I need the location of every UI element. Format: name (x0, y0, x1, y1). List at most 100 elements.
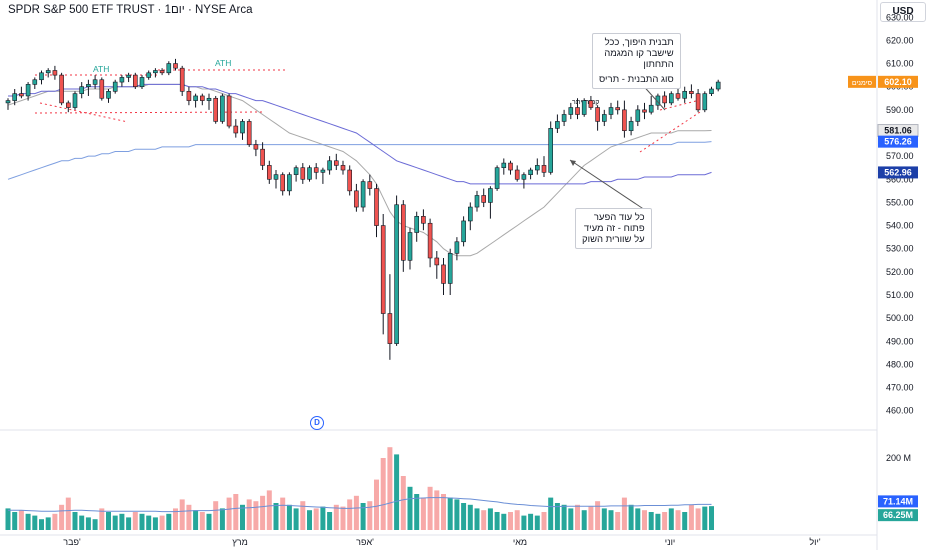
note-pattern[interactable]: תבנית היפוך, ככל שישבר קו המגמה התחתון ס… (592, 33, 681, 89)
currency-button[interactable]: USD (880, 2, 926, 22)
candle-body (548, 128, 554, 173)
candle (447, 248, 453, 296)
candle-body (427, 222, 433, 259)
x-tick-label: אפר' (356, 537, 374, 547)
volume-bar (454, 499, 460, 530)
candle-body (19, 93, 24, 97)
candle (72, 91, 78, 110)
volume-bar (360, 503, 366, 530)
candle-body (715, 81, 721, 90)
volume-bar (595, 501, 601, 530)
candle (682, 86, 688, 103)
candle (622, 100, 627, 138)
candle (166, 61, 172, 76)
volume-bar (528, 513, 534, 530)
candle-body (313, 167, 319, 173)
note-gap[interactable]: כל עוד הפער פתוח - זה מעיד על שוורית השו… (575, 208, 652, 249)
candle (5, 98, 11, 110)
ma-gray-badge: 581.06 (884, 126, 912, 136)
volume-bar (18, 510, 24, 530)
candle (501, 158, 507, 175)
candle-body (153, 70, 158, 74)
volume-bar (400, 476, 406, 530)
candle (635, 105, 641, 127)
x-tick-label: פבר' (63, 537, 81, 547)
candle-body (193, 95, 198, 101)
candle (340, 160, 346, 175)
candle-body (595, 107, 600, 122)
volume-bar (380, 458, 386, 530)
candle (133, 72, 138, 90)
candle (106, 89, 111, 103)
volume-bar (119, 513, 125, 530)
candle-body (608, 107, 614, 115)
candle-body (307, 167, 312, 180)
candle-body (146, 72, 151, 78)
candle-body (327, 160, 332, 171)
candle-body (12, 93, 17, 101)
candle-body (266, 165, 272, 180)
volume-bar (588, 506, 594, 530)
ma-light-blue-badge-box (878, 135, 918, 148)
volume-bar (320, 506, 326, 530)
volume-bar (682, 512, 688, 530)
candle (39, 70, 44, 85)
volume-bar (709, 506, 714, 530)
candle (354, 183, 359, 212)
candle-body (501, 162, 507, 169)
volume-bar (353, 495, 359, 530)
volume-bar (99, 508, 105, 530)
candle (213, 95, 218, 124)
volume-bar (219, 508, 225, 530)
y-tick-label: 460.00 (886, 406, 914, 416)
volume-axis-label: 200 M (886, 453, 911, 463)
candle-body (374, 188, 379, 226)
candle (374, 183, 379, 238)
candle-body (642, 109, 647, 113)
volume-bar (132, 512, 138, 530)
candle-body (166, 63, 172, 74)
dividend-marker[interactable]: D (310, 416, 324, 430)
ma-light-blue-badge: 576.26 (884, 137, 912, 147)
candle-body (133, 74, 138, 87)
candle (514, 165, 520, 182)
candle (146, 70, 151, 80)
candle-body (159, 70, 165, 74)
candle (541, 156, 547, 177)
volume-bar (213, 501, 219, 530)
candle-body (99, 79, 105, 99)
candle-body (474, 195, 480, 208)
candle (561, 109, 567, 127)
candle (99, 77, 105, 101)
y-tick-label: 610.00 (886, 59, 914, 69)
candle-body (421, 216, 426, 224)
candle-body (333, 160, 339, 166)
candle-body (447, 253, 453, 284)
candle (601, 109, 607, 127)
candle-body (186, 91, 192, 101)
candle-body (514, 169, 520, 180)
candle (568, 102, 574, 120)
y-tick-label: 500.00 (886, 313, 914, 323)
candle-body (555, 121, 560, 129)
y-tick-label: 510.00 (886, 290, 914, 300)
candle-body (347, 169, 353, 192)
candle (467, 202, 473, 231)
candle-body (79, 86, 84, 94)
candle (367, 174, 373, 196)
volume-bar (186, 504, 192, 530)
candle-body (622, 109, 627, 131)
volume-bar (501, 513, 507, 530)
note-pattern-line-4: סוג התבנית - תריס (599, 74, 674, 85)
volume-bar (25, 513, 31, 530)
candle-body (488, 188, 493, 203)
candle (380, 214, 386, 335)
volume-bar (146, 515, 152, 530)
candle (12, 89, 17, 106)
volume-bar (39, 519, 44, 530)
candle (588, 95, 594, 110)
volume-bar (367, 501, 373, 530)
candle (421, 209, 426, 231)
